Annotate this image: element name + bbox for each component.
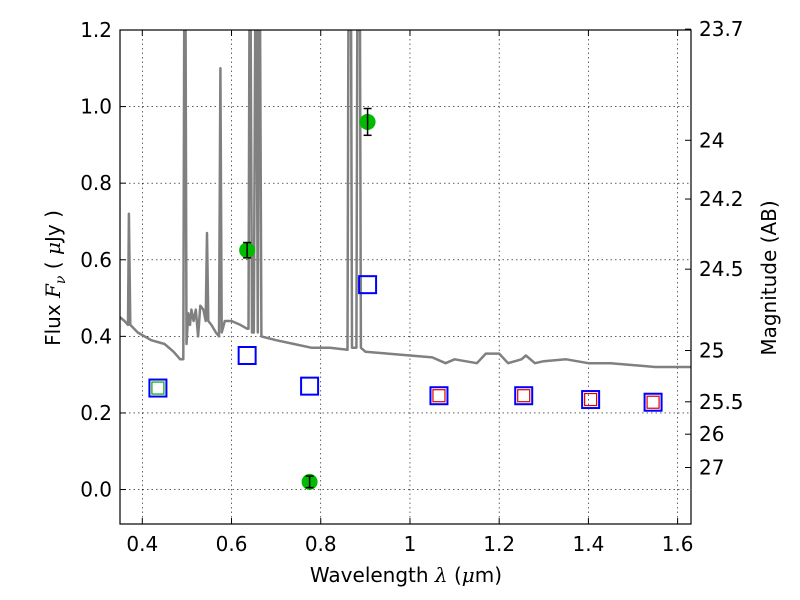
mag-tick-label: 24.5 <box>699 257 744 281</box>
y-tick-label: 0.4 <box>80 324 112 348</box>
inner-flux-square <box>151 381 165 395</box>
inner-flux-square <box>584 392 598 407</box>
model-flux-square <box>643 392 663 412</box>
plot-area <box>120 30 691 490</box>
x-axis-label: Wavelength λ (μm) <box>310 563 502 587</box>
mag-tick-label: 23.7 <box>699 17 744 41</box>
x-tick-label: 0.4 <box>126 532 158 556</box>
y-tick-label: 0.0 <box>80 478 112 502</box>
mag-tick-label: 25.5 <box>699 390 744 414</box>
x-tick-label: 0.6 <box>216 532 248 556</box>
y-tick-label: 0.6 <box>80 248 112 272</box>
model-flux-square <box>581 390 601 410</box>
y-tick-label: 0.8 <box>80 171 112 195</box>
y-tick-label: 0.2 <box>80 401 112 425</box>
x-tick-label: 0.8 <box>305 532 337 556</box>
sed-model-line <box>120 30 691 369</box>
x-tick-label: 1.4 <box>572 532 604 556</box>
plot-frame <box>119 29 692 525</box>
x-tick-label: 1 <box>404 532 417 556</box>
x-tick-label: 1.2 <box>483 532 515 556</box>
y-axis-magnitude: 23.7 24 24.2 24.5 25 25.5 26 27 <box>685 17 744 479</box>
mag-tick-label: 26 <box>699 422 724 446</box>
y2-axis-label: Magnitude (AB) <box>757 200 781 355</box>
x-tick-label: 1.6 <box>662 532 694 556</box>
mag-tick-label: 27 <box>699 455 724 479</box>
mag-tick-label: 25 <box>699 338 724 362</box>
y-axis-flux: 0.0 0.2 0.4 0.6 0.8 1.0 1.2 <box>80 18 126 502</box>
y-tick-label: 1.0 <box>80 95 112 119</box>
mag-tick-label: 24 <box>699 128 724 152</box>
inner-flux-square <box>646 395 660 409</box>
inner-flux-square <box>432 389 446 403</box>
x-axis: 0.4 0.6 0.8 1 1.2 1.4 1.6 <box>126 30 694 556</box>
model-flux-square <box>358 275 378 295</box>
model-flux-square <box>148 378 168 398</box>
inner-flux-square <box>517 389 531 403</box>
y-tick-label: 1.2 <box>80 18 112 42</box>
model-flux-square <box>237 346 257 366</box>
model-flux-square <box>514 386 534 406</box>
y-axis-label: Flux Fν ( μJy ) <box>41 210 69 346</box>
mag-tick-label: 24.2 <box>699 187 744 211</box>
model-flux-square <box>429 386 449 406</box>
model-flux-square <box>300 376 320 396</box>
